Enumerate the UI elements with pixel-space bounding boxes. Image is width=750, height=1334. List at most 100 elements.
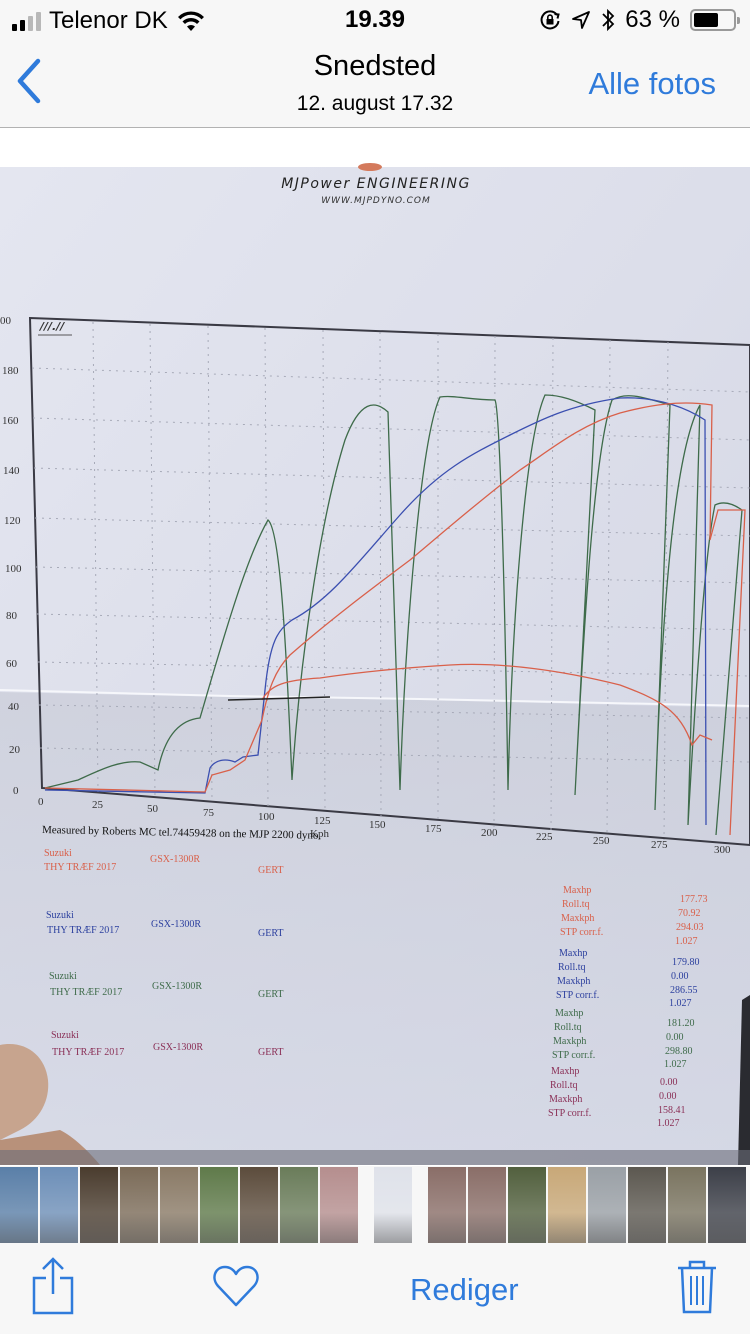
run-legend-3: Suzuki THY TRÆF 2017 GSX-1300R GERT — [49, 971, 284, 1000]
svg-text:Roll.tq: Roll.tq — [562, 899, 590, 910]
svg-text:1.027: 1.027 — [675, 936, 698, 947]
series-green — [44, 394, 743, 836]
all-photos-button[interactable]: Alle fotos — [588, 66, 716, 101]
svg-text:GERT: GERT — [258, 989, 284, 1000]
svg-text:0.00: 0.00 — [660, 1077, 678, 1088]
svg-text:Maxkph: Maxkph — [549, 1094, 582, 1105]
back-button[interactable] — [14, 58, 54, 108]
share-button[interactable] — [30, 1256, 76, 1321]
delete-button[interactable] — [676, 1256, 718, 1321]
photo-date: 12. august 17.32 — [296, 92, 454, 115]
thumbnail-current[interactable] — [374, 1167, 412, 1243]
rotation-lock-icon — [540, 10, 561, 30]
svg-text:GERT: GERT — [258, 1047, 284, 1058]
run-stats-3: Maxhp Roll.tq Maxkph STP corr.f. 181.20 … — [552, 1008, 695, 1070]
thumbnail[interactable] — [120, 1167, 158, 1243]
thumbnail[interactable] — [240, 1167, 278, 1243]
svg-text:225: 225 — [536, 831, 553, 843]
svg-text:179.80: 179.80 — [672, 957, 700, 968]
thumbnail[interactable] — [200, 1167, 238, 1243]
svg-text:160: 160 — [2, 415, 19, 427]
svg-text:Maxhp: Maxhp — [555, 1008, 583, 1019]
bottom-toolbar: Rediger — [0, 1244, 750, 1334]
svg-text:THY TRÆF 2017: THY TRÆF 2017 — [44, 862, 116, 873]
svg-text:Maxhp: Maxhp — [563, 885, 591, 896]
svg-text:0: 0 — [38, 796, 44, 808]
svg-text:275: 275 — [651, 839, 668, 851]
thumbnail[interactable] — [468, 1167, 506, 1243]
favorite-button[interactable] — [212, 1264, 260, 1313]
thumbnail[interactable] — [320, 1167, 358, 1243]
svg-text:298.80: 298.80 — [665, 1046, 693, 1057]
series-red-torque — [261, 663, 713, 747]
status-right: 63 % — [539, 6, 740, 34]
trash-icon — [678, 1260, 716, 1314]
svg-text:Maxhp: Maxhp — [559, 948, 587, 959]
heart-icon — [213, 1265, 259, 1307]
location-icon — [572, 11, 591, 29]
measured-by-text: Measured by Roberts MC tel.74459428 on t… — [42, 824, 322, 842]
svg-text:100: 100 — [258, 811, 275, 823]
svg-text:120: 120 — [4, 515, 21, 527]
svg-text:THY TRÆF 2017: THY TRÆF 2017 — [47, 925, 119, 936]
series-red-power — [44, 402, 746, 836]
y-axis-labels: 00 180 160 140 120 100 80 60 40 20 0 — [0, 315, 22, 797]
thumbnail[interactable] — [548, 1167, 586, 1243]
carrier-name: Telenor DK — [49, 7, 168, 34]
share-icon — [32, 1257, 74, 1315]
svg-text:181.20: 181.20 — [667, 1018, 695, 1029]
thumbnail[interactable] — [428, 1167, 466, 1243]
svg-text:0.00: 0.00 — [659, 1091, 677, 1102]
svg-text:STP corr.f.: STP corr.f. — [560, 927, 603, 938]
svg-text:140: 140 — [3, 465, 20, 477]
series-blue-power — [44, 397, 707, 826]
thumbnail[interactable] — [668, 1167, 706, 1243]
svg-text:THY TRÆF 2017: THY TRÆF 2017 — [50, 987, 122, 998]
svg-text:STP corr.f.: STP corr.f. — [548, 1108, 591, 1119]
thumbnail[interactable] — [0, 1167, 38, 1243]
svg-text:20: 20 — [9, 744, 21, 756]
svg-text:Suzuki: Suzuki — [49, 971, 77, 982]
svg-text:25: 25 — [92, 799, 104, 811]
thumbnail[interactable] — [40, 1167, 78, 1243]
clock: 19.39 — [344, 6, 406, 33]
photo-viewer[interactable]: MJPower ENGINEERING WWW.MJPDYNO.COM ///.… — [0, 129, 750, 1165]
thumbnail[interactable] — [628, 1167, 666, 1243]
svg-text:00: 00 — [0, 315, 12, 327]
svg-text:50: 50 — [147, 803, 159, 815]
svg-text:80: 80 — [6, 610, 18, 622]
thumbnail-strip[interactable] — [0, 1166, 750, 1244]
thumbnail[interactable] — [588, 1167, 626, 1243]
svg-text:Maxkph: Maxkph — [553, 1036, 586, 1047]
svg-text:250: 250 — [593, 835, 610, 847]
status-bar: Telenor DK 19.39 63 % — [0, 0, 750, 40]
run-legend-2: Suzuki THY TRÆF 2017 GSX-1300R GERT — [46, 910, 284, 939]
svg-text:GSX-1300R: GSX-1300R — [151, 919, 201, 930]
svg-text:75: 75 — [203, 807, 215, 819]
svg-text:Suzuki: Suzuki — [51, 1030, 79, 1041]
thumbnail[interactable] — [280, 1167, 318, 1243]
svg-text:STP corr.f.: STP corr.f. — [552, 1050, 595, 1061]
svg-text:THY TRÆF 2017: THY TRÆF 2017 — [52, 1047, 124, 1058]
thumbnail[interactable] — [708, 1167, 746, 1243]
thumbnail[interactable] — [160, 1167, 198, 1243]
svg-text:Roll.tq: Roll.tq — [554, 1022, 582, 1033]
svg-text:Maxhp: Maxhp — [551, 1066, 579, 1077]
thumbnail[interactable] — [508, 1167, 546, 1243]
svg-text:286.55: 286.55 — [670, 985, 698, 996]
svg-text:Maxkph: Maxkph — [561, 913, 594, 924]
svg-text:180: 180 — [2, 365, 19, 377]
album-title: Snedsted — [313, 50, 437, 82]
battery-icon — [690, 9, 740, 31]
run-stats-4: Maxhp Roll.tq Maxkph STP corr.f. 0.00 0.… — [548, 1066, 686, 1129]
svg-text:0.00: 0.00 — [666, 1032, 684, 1043]
svg-text:150: 150 — [369, 819, 386, 831]
svg-text:GERT: GERT — [258, 865, 284, 876]
svg-text:GSX-1300R: GSX-1300R — [153, 1042, 203, 1053]
thumbnail[interactable] — [80, 1167, 118, 1243]
svg-text:200: 200 — [481, 827, 498, 839]
svg-text:///.//: ///.// — [38, 320, 65, 333]
edit-button[interactable]: Rediger — [410, 1272, 519, 1307]
svg-text:175: 175 — [425, 823, 442, 835]
status-left: Telenor DK — [12, 7, 206, 35]
